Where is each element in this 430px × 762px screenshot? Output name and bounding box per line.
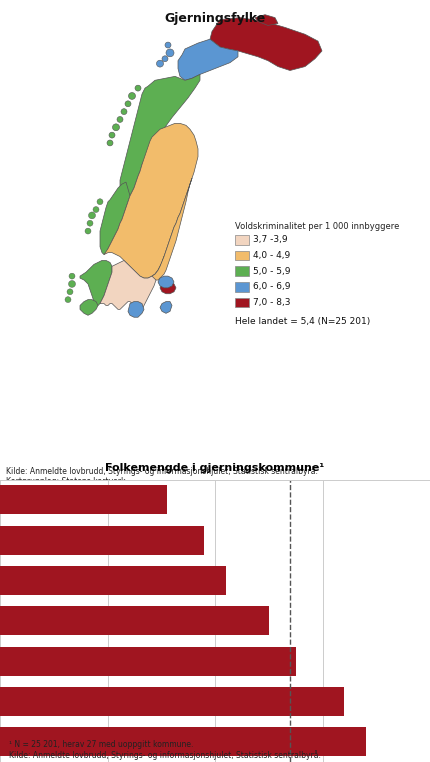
- Circle shape: [125, 101, 131, 107]
- Circle shape: [113, 124, 120, 131]
- Bar: [235, 235, 249, 245]
- Circle shape: [166, 49, 174, 57]
- Text: 7,0 - 8,3: 7,0 - 8,3: [253, 298, 291, 307]
- Bar: [235, 282, 249, 292]
- Polygon shape: [210, 18, 322, 71]
- Circle shape: [157, 60, 163, 67]
- Text: Kilde: Anmeldte lovbrudd, Styrings- og informasjonshjulet, Statistisk sentralbyr: Kilde: Anmeldte lovbrudd, Styrings- og i…: [6, 466, 318, 486]
- Bar: [0, 607, 269, 636]
- Polygon shape: [152, 178, 192, 280]
- Text: 4,0 - 4,9: 4,0 - 4,9: [253, 251, 290, 260]
- Text: 6,0 - 6,9: 6,0 - 6,9: [253, 283, 291, 291]
- Bar: [0, 566, 226, 595]
- Polygon shape: [160, 302, 172, 313]
- Polygon shape: [100, 257, 164, 313]
- Circle shape: [165, 42, 171, 48]
- Text: 3,7 -3,9: 3,7 -3,9: [253, 235, 288, 245]
- Polygon shape: [255, 14, 278, 25]
- Polygon shape: [104, 123, 198, 278]
- Polygon shape: [160, 282, 176, 293]
- Circle shape: [93, 207, 99, 213]
- Text: Voldskriminalitet per 1 000 innbyggere: Voldskriminalitet per 1 000 innbyggere: [235, 222, 399, 231]
- Polygon shape: [158, 276, 174, 288]
- Bar: [235, 298, 249, 307]
- Circle shape: [65, 296, 71, 303]
- Polygon shape: [80, 261, 112, 306]
- Text: 5,0 - 5,9: 5,0 - 5,9: [253, 267, 291, 276]
- Bar: [0, 647, 296, 676]
- Text: ¹ N = 25 201, herav 27 med uoppgitt kommune.
Kilde: Anmeldte lovbrudd, Styrings-: ¹ N = 25 201, herav 27 med uoppgitt komm…: [9, 740, 320, 760]
- Circle shape: [117, 117, 123, 123]
- Title: Folkemengde i gjerningskommune¹: Folkemengde i gjerningskommune¹: [105, 463, 325, 473]
- Bar: [0, 526, 204, 555]
- Text: Hele landet = 5,4 (N=25 201): Hele landet = 5,4 (N=25 201): [235, 317, 370, 326]
- Bar: [0, 687, 344, 716]
- Bar: [0, 727, 366, 757]
- Circle shape: [121, 109, 127, 114]
- Circle shape: [68, 280, 76, 287]
- Circle shape: [69, 274, 75, 279]
- Circle shape: [85, 228, 91, 234]
- Bar: [235, 267, 249, 276]
- Text: Gjerningsfylke: Gjerningsfylke: [164, 11, 266, 24]
- Circle shape: [87, 220, 93, 226]
- Circle shape: [135, 85, 141, 91]
- Circle shape: [97, 199, 103, 205]
- Polygon shape: [80, 299, 98, 315]
- Bar: [235, 251, 249, 261]
- Polygon shape: [178, 39, 238, 80]
- Polygon shape: [100, 182, 130, 255]
- Circle shape: [107, 140, 113, 146]
- Circle shape: [109, 132, 115, 138]
- Circle shape: [89, 212, 95, 219]
- Circle shape: [162, 56, 168, 62]
- Circle shape: [129, 92, 135, 99]
- Circle shape: [67, 289, 73, 295]
- Polygon shape: [120, 75, 200, 196]
- Bar: [0, 485, 167, 514]
- Polygon shape: [128, 302, 144, 317]
